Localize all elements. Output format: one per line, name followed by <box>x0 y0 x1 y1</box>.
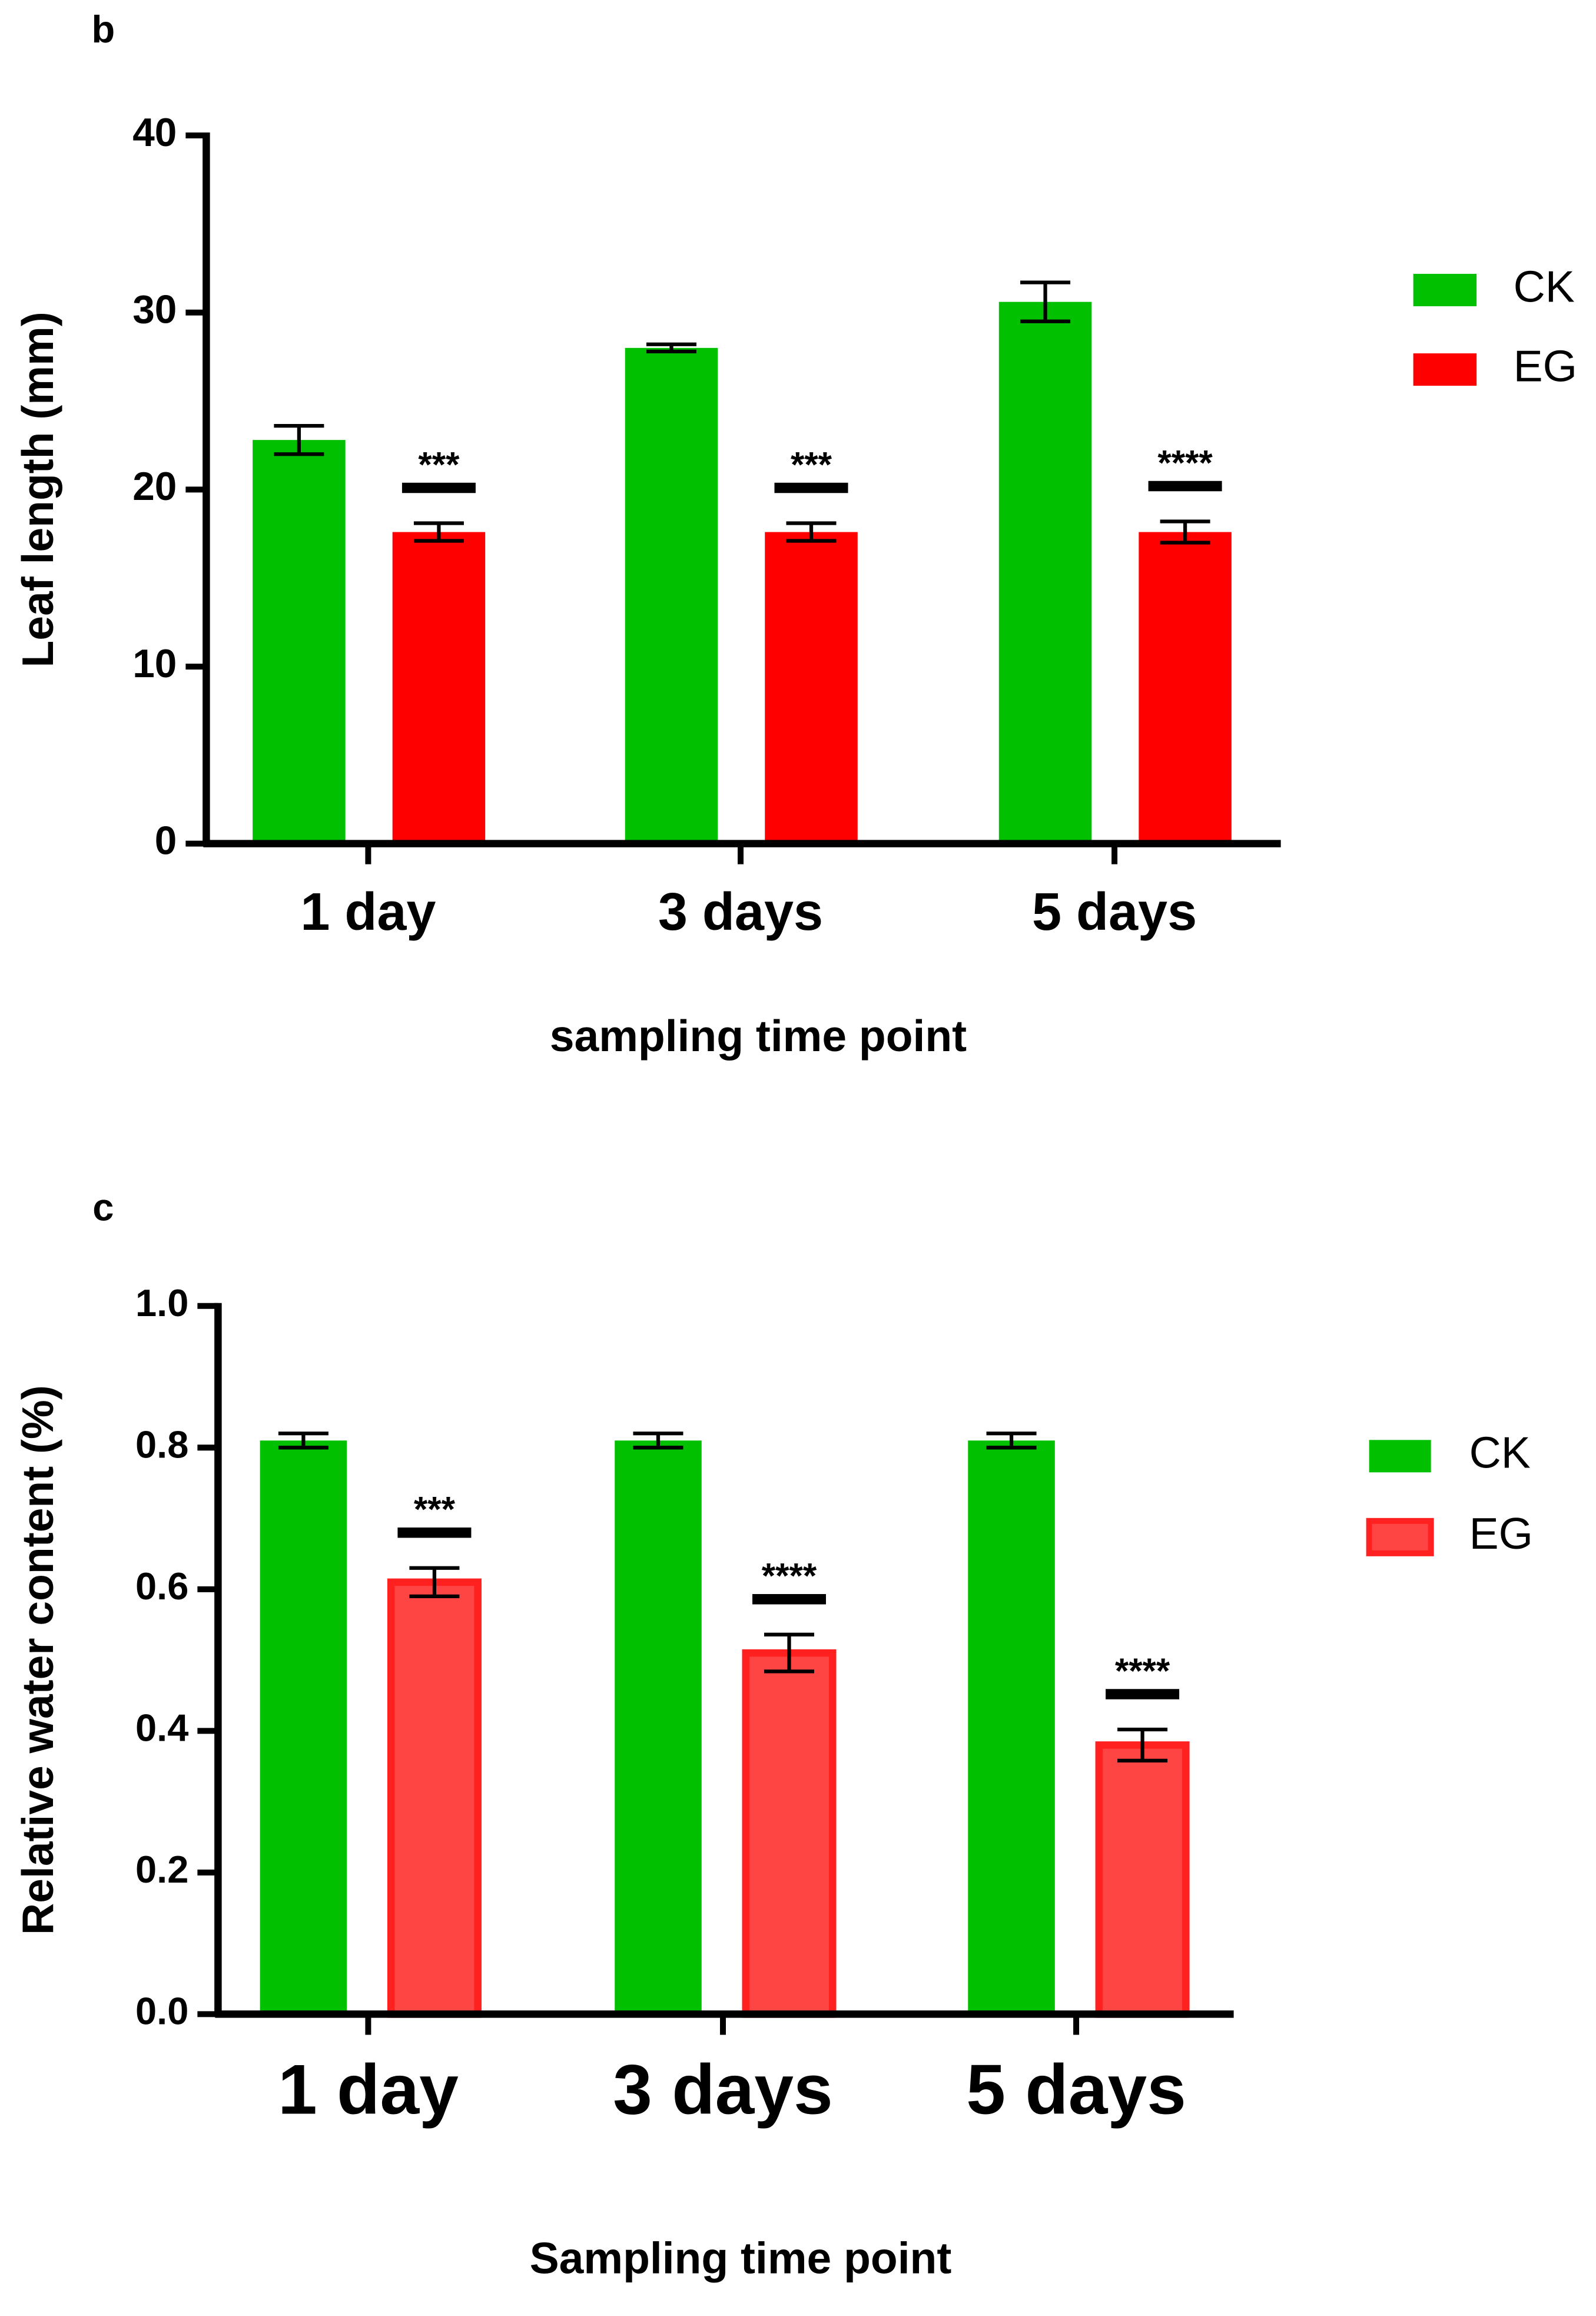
legend-swatch <box>1369 1440 1431 1473</box>
y-tick-label: 1.0 <box>135 1281 188 1324</box>
significance-label: *** <box>414 1490 456 1529</box>
y-tick-label: 10 <box>132 642 177 686</box>
x-tick-label: 3 days <box>613 2050 833 2129</box>
x-axis-title: Sampling time point <box>530 2233 952 2282</box>
error-bar <box>409 1566 460 1598</box>
y-tick-label: 0.4 <box>135 1707 188 1750</box>
error-bar <box>786 521 837 543</box>
y-axis-title: Relative water content (%) <box>13 1385 62 1935</box>
bar <box>742 1649 837 2018</box>
y-tick-label: 0.6 <box>135 1565 188 1608</box>
x-tick-label: 1 day <box>300 883 436 942</box>
error-bar <box>986 1432 1037 1450</box>
y-tick-label: 0.0 <box>135 1990 188 2033</box>
bar <box>1139 532 1232 844</box>
y-axis-title: Leaf length (mm) <box>13 312 62 667</box>
bar <box>998 301 1092 844</box>
y-tick-label: 30 <box>132 288 177 332</box>
error-bar <box>1117 1727 1168 1763</box>
error-bar <box>764 1632 815 1674</box>
error-bar <box>278 1432 329 1450</box>
x-axis-title: sampling time point <box>550 1011 967 1061</box>
bar <box>392 532 486 844</box>
x-tick-label: 5 days <box>966 2050 1186 2129</box>
y-tick-label: 0.8 <box>135 1423 188 1466</box>
legend-label: EG <box>1469 1509 1533 1558</box>
bar <box>625 347 718 844</box>
significance-label: *** <box>791 445 832 484</box>
bar <box>765 532 858 844</box>
panel-label: b <box>91 8 115 51</box>
y-tick-label: 20 <box>132 465 177 509</box>
bar <box>387 1578 482 2018</box>
x-tick-label: 1 day <box>278 2050 459 2129</box>
legend-swatch <box>1413 353 1477 386</box>
error-bar <box>1020 280 1071 323</box>
error-bar <box>646 342 696 353</box>
error-bar <box>633 1432 683 1450</box>
legend-label: EG <box>1514 341 1577 390</box>
y-tick-label: 0 <box>155 819 177 863</box>
x-tick-label: 5 days <box>1032 883 1197 942</box>
legend-label: CK <box>1514 261 1575 311</box>
bar <box>253 440 346 844</box>
error-bar <box>413 521 464 543</box>
legend-label: CK <box>1469 1428 1531 1477</box>
significance-label: **** <box>762 1556 817 1596</box>
significance-label: **** <box>1157 443 1213 482</box>
legend-swatch <box>1413 274 1477 307</box>
bar <box>1095 1741 1190 2018</box>
panel-label: c <box>92 1185 114 1228</box>
error-bar <box>1160 519 1210 545</box>
bar <box>615 1440 702 2015</box>
x-tick-label: 3 days <box>658 883 823 942</box>
significance-label: *** <box>418 445 460 484</box>
y-tick-label: 0.2 <box>135 1848 188 1891</box>
bar <box>260 1440 347 2015</box>
significance-label: **** <box>1115 1651 1170 1691</box>
y-tick-label: 40 <box>132 111 177 155</box>
legend-swatch <box>1366 1518 1434 1556</box>
bar <box>968 1440 1055 2015</box>
error-bar <box>274 423 324 456</box>
